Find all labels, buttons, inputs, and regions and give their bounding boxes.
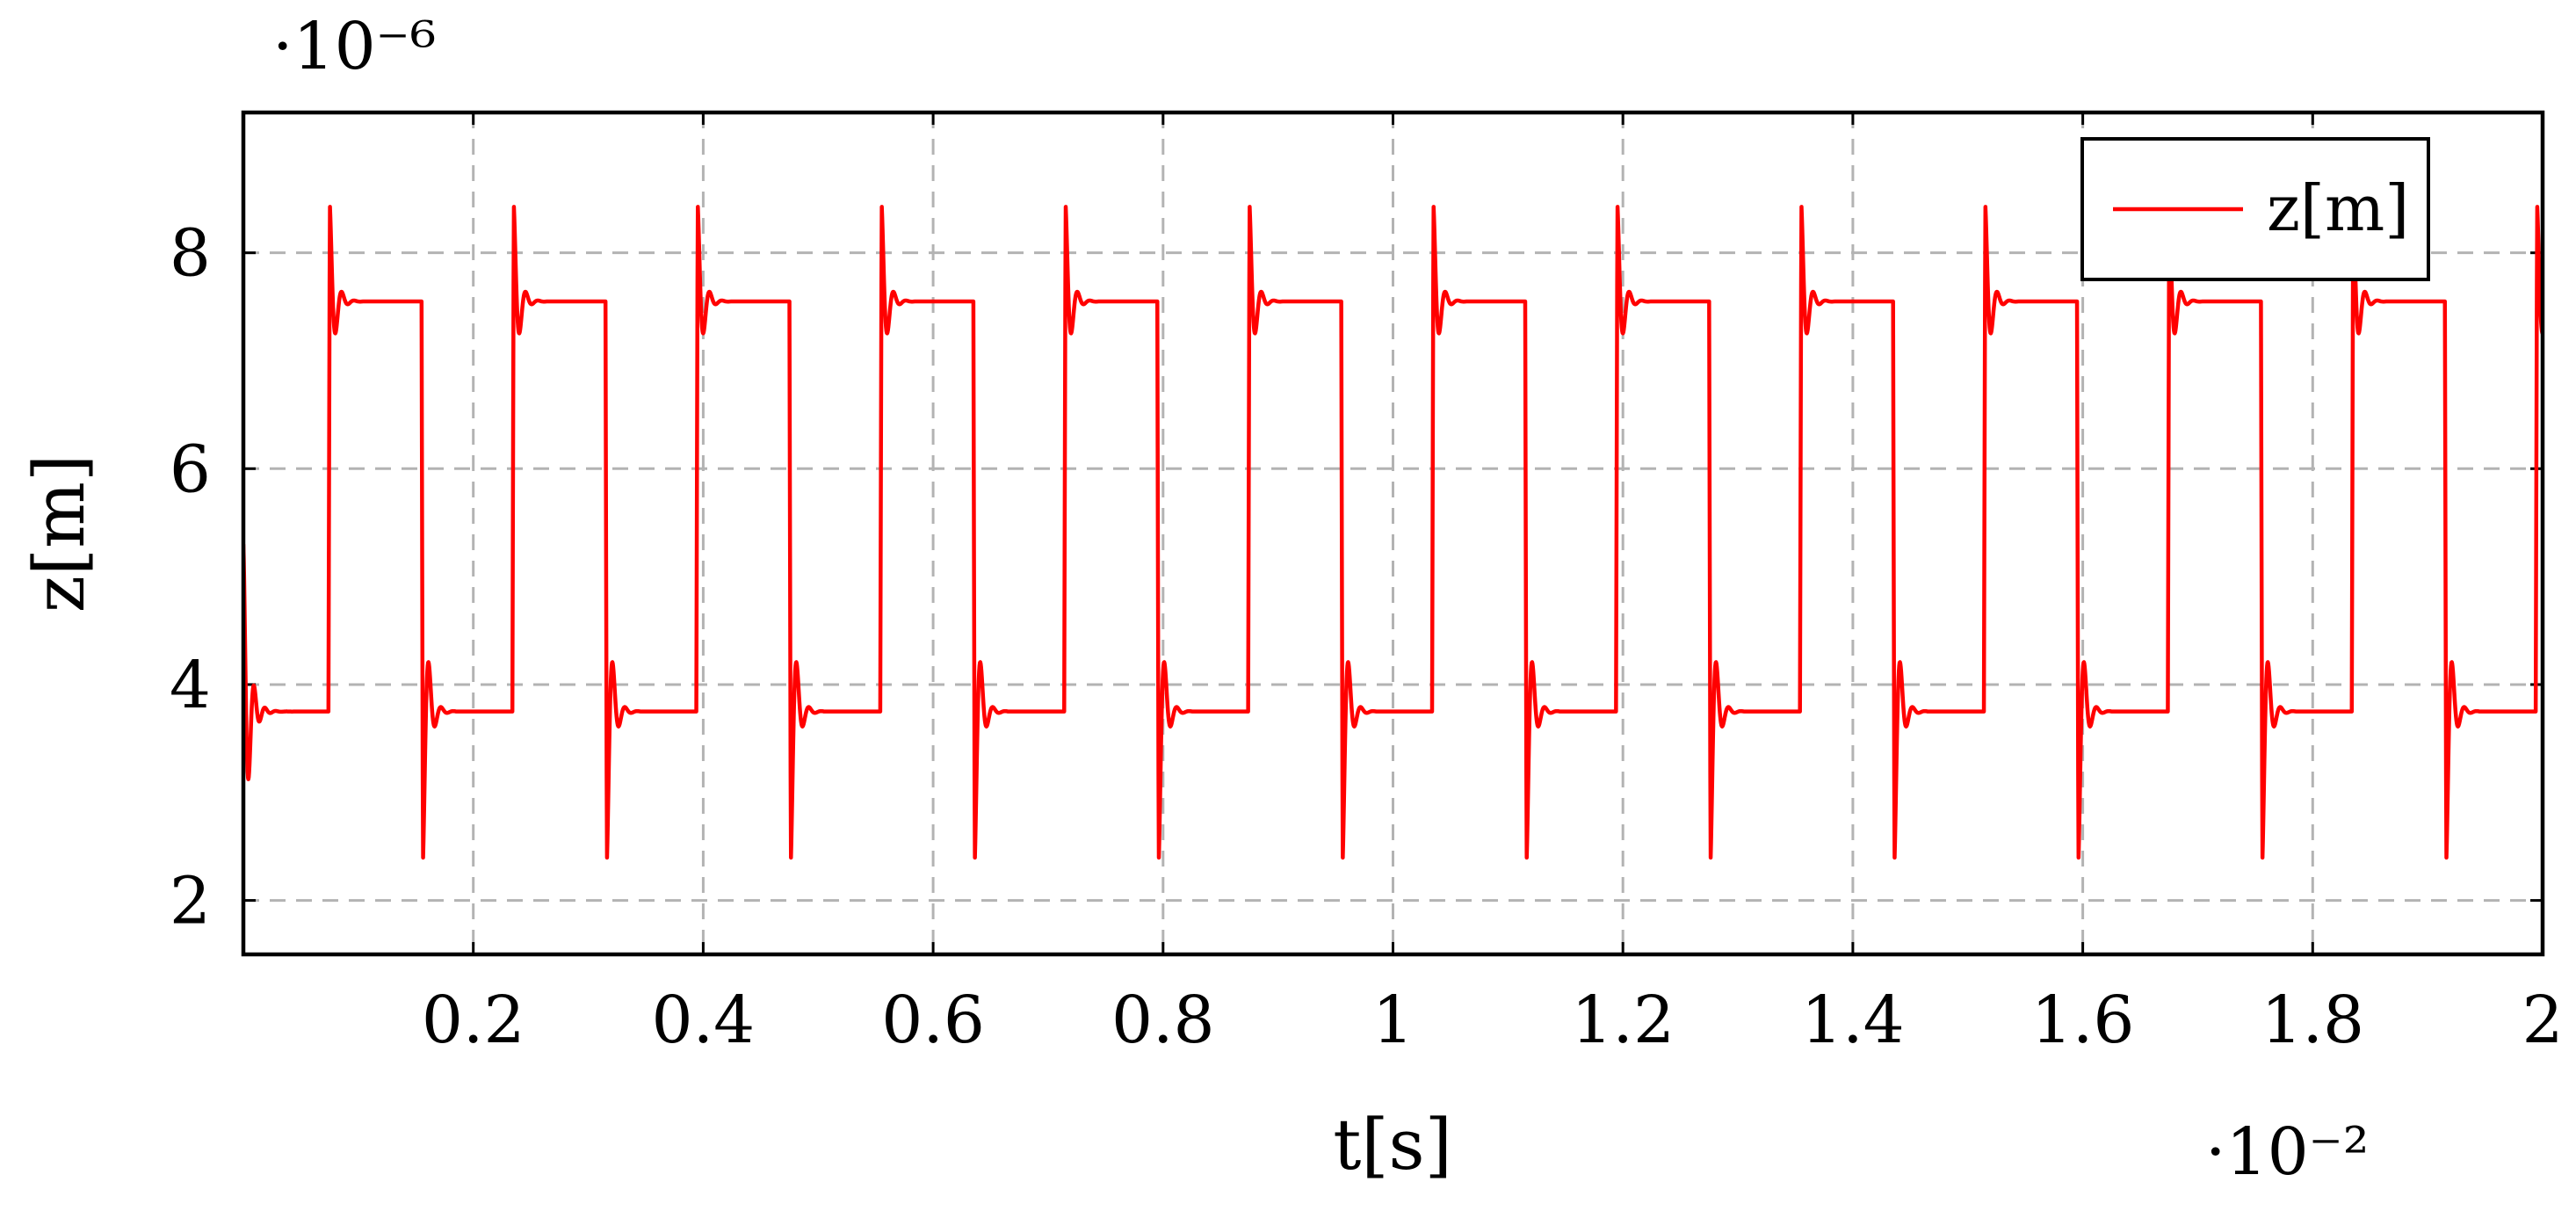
x-tick-label: 0.4 — [652, 983, 756, 1058]
legend-label: z[m] — [2267, 171, 2409, 245]
tick-marks — [243, 112, 2544, 954]
x-tick-label: 2 — [2522, 983, 2563, 1058]
y-tick-label: 6 — [170, 431, 211, 507]
x-tick-label: 1.2 — [1571, 983, 1675, 1058]
y-axis-label: z[m] — [18, 454, 100, 613]
y-tick-label: 2 — [170, 864, 211, 939]
x-tick-label: 1 — [1372, 983, 1414, 1058]
x-scale-factor: ·10⁻² — [2205, 1114, 2369, 1190]
legend-box — [2080, 137, 2430, 281]
y-tick-labels: 2 4 6 8 — [170, 216, 211, 939]
plot-frame — [241, 110, 2545, 957]
x-tick-label: 0.6 — [881, 983, 985, 1058]
series-line-z — [243, 205, 2543, 860]
y-tick-label: 8 — [170, 216, 211, 292]
x-axis-label: t[s] — [1333, 1104, 1452, 1186]
x-tick-label: 0.8 — [1111, 983, 1215, 1058]
x-tick-label: 1.4 — [1801, 983, 1905, 1058]
y-scale-factor: ·10⁻⁶ — [272, 9, 436, 84]
legend: z[m] — [2080, 137, 2430, 281]
plot-clip-container — [243, 205, 2543, 860]
x-tick-label: 1.6 — [2031, 983, 2135, 1058]
x-tick-labels: 0.2 0.4 0.6 0.8 1 1.2 1.4 1.6 1.8 2 — [422, 983, 2564, 1058]
x-tick-label: 1.8 — [2261, 983, 2364, 1058]
x-tick-label: 0.2 — [422, 983, 525, 1058]
y-tick-label: 4 — [170, 648, 211, 723]
